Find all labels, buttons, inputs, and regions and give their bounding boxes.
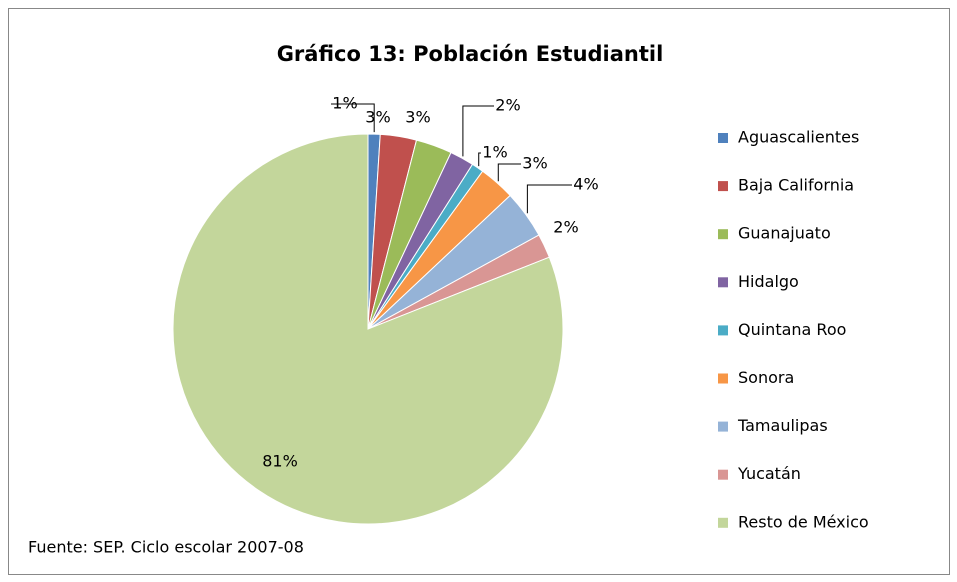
legend-swatch: [718, 517, 728, 528]
data-label: 4%: [573, 175, 598, 194]
data-label: 3%: [365, 108, 390, 127]
legend-swatch: [718, 133, 728, 143]
leader-line: [331, 103, 375, 133]
data-label: 1%: [482, 143, 507, 162]
legend-swatch: [718, 325, 728, 336]
legend-label: Baja California: [738, 176, 854, 195]
legend-label: Tamaulipas: [737, 416, 828, 435]
legend-label: Guanajuato: [738, 224, 831, 243]
legend-swatch: [718, 373, 728, 384]
legend-label: Quintana Roo: [738, 320, 846, 339]
leader-line: [478, 152, 481, 167]
data-label: 81%: [262, 452, 298, 471]
data-label: 3%: [522, 154, 547, 173]
legend-label: Yucatán: [737, 464, 801, 483]
pie-slice: [172, 133, 564, 525]
leader-line: [526, 184, 572, 214]
legend-label: Sonora: [738, 368, 794, 387]
leader-line: [497, 163, 521, 182]
legend-swatch: [718, 229, 728, 240]
data-label: 1%: [332, 94, 357, 113]
legend-label: Resto de México: [738, 512, 869, 531]
legend-swatch: [718, 277, 728, 288]
legend-label: Aguascalientes: [738, 128, 859, 147]
data-label: 2%: [495, 96, 520, 115]
source-note: Fuente: SEP. Ciclo escolar 2007-08: [28, 538, 304, 557]
legend-label: Hidalgo: [738, 272, 799, 291]
leader-line: [462, 105, 494, 157]
legend-swatch: [718, 421, 728, 432]
data-label: 2%: [553, 218, 578, 237]
data-label: 3%: [405, 108, 430, 127]
legend-swatch: [718, 469, 728, 480]
legend-swatch: [718, 181, 728, 192]
chart-title: Gráfico 13: Población Estudiantil: [277, 42, 664, 66]
